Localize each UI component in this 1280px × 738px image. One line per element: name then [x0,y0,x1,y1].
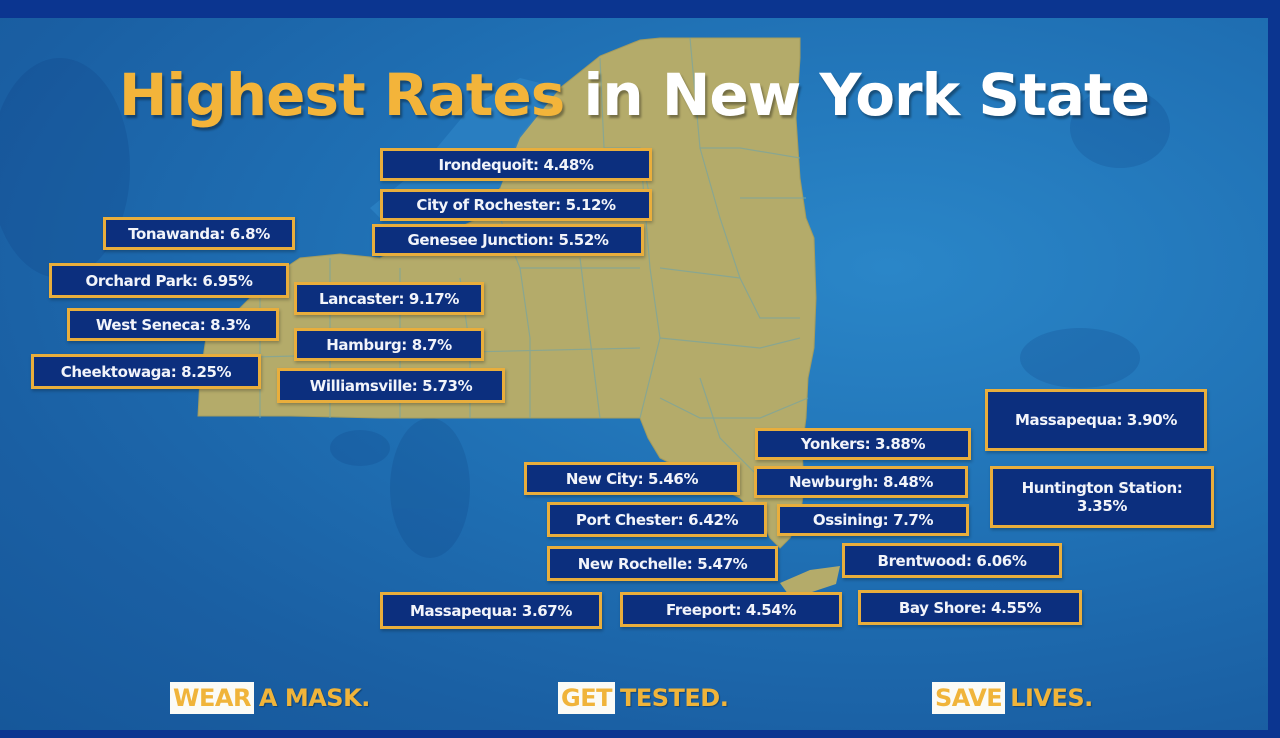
title-rest: in New York State [583,61,1151,129]
label-new-city: New City: 5.46% [524,462,740,495]
label-bay-shore: Bay Shore: 4.55% [858,590,1082,625]
label-tonawanda: Tonawanda: 6.8% [103,217,295,250]
slogan-get-tested: GET TESTED. [558,682,729,714]
label-hamburg: Hamburg: 8.7% [294,328,484,361]
label-brentwood: Brentwood: 6.06% [842,543,1062,578]
label-williamsville: Williamsville: 5.73% [277,368,505,403]
slogan-get-boxed: GET [558,682,615,714]
label-huntington-station: Huntington Station: 3.35% [990,466,1214,528]
label-huntington-station-line2: 3.35% [1076,497,1128,515]
slogan-get-rest: TESTED. [619,684,729,712]
label-ossining: Ossining: 7.7% [777,504,969,536]
label-yonkers: Yonkers: 3.88% [755,428,971,460]
slogan-save-boxed: SAVE [932,682,1006,714]
slogan-save-lives: SAVE LIVES. [932,682,1093,714]
label-massapequa-bottom: Massapequa: 3.67% [380,592,602,629]
slogan-wear-boxed: WEAR [170,682,254,714]
slogan-save-rest: LIVES. [1010,684,1093,712]
label-west-seneca: West Seneca: 8.3% [67,308,279,341]
label-cheektowaga: Cheektowaga: 8.25% [31,354,261,389]
label-huntington-station-line1: Huntington Station: [1021,479,1183,497]
page-title: Highest Rates in New York State [0,66,1268,124]
label-genesee-junction: Genesee Junction: 5.52% [372,224,644,256]
label-massapequa-top: Massapequa: 3.90% [985,389,1207,451]
label-orchard-park: Orchard Park: 6.95% [49,263,289,298]
label-lancaster: Lancaster: 9.17% [294,282,484,315]
label-port-chester: Port Chester: 6.42% [547,502,767,537]
slogan-wear-a-mask: WEAR A MASK. [170,682,370,714]
label-irondequoit: Irondequoit: 4.48% [380,148,652,181]
long-island [780,566,840,594]
label-freeport: Freeport: 4.54% [620,592,842,627]
label-city-of-rochester: City of Rochester: 5.12% [380,189,652,221]
label-newburgh: Newburgh: 8.48% [754,466,968,498]
title-accent: Highest Rates [118,61,565,129]
slogan-wear-rest: A MASK. [258,684,370,712]
map-panel: Highest Rates in New York State Irondequ… [0,18,1268,730]
label-new-rochelle: New Rochelle: 5.47% [547,546,778,581]
